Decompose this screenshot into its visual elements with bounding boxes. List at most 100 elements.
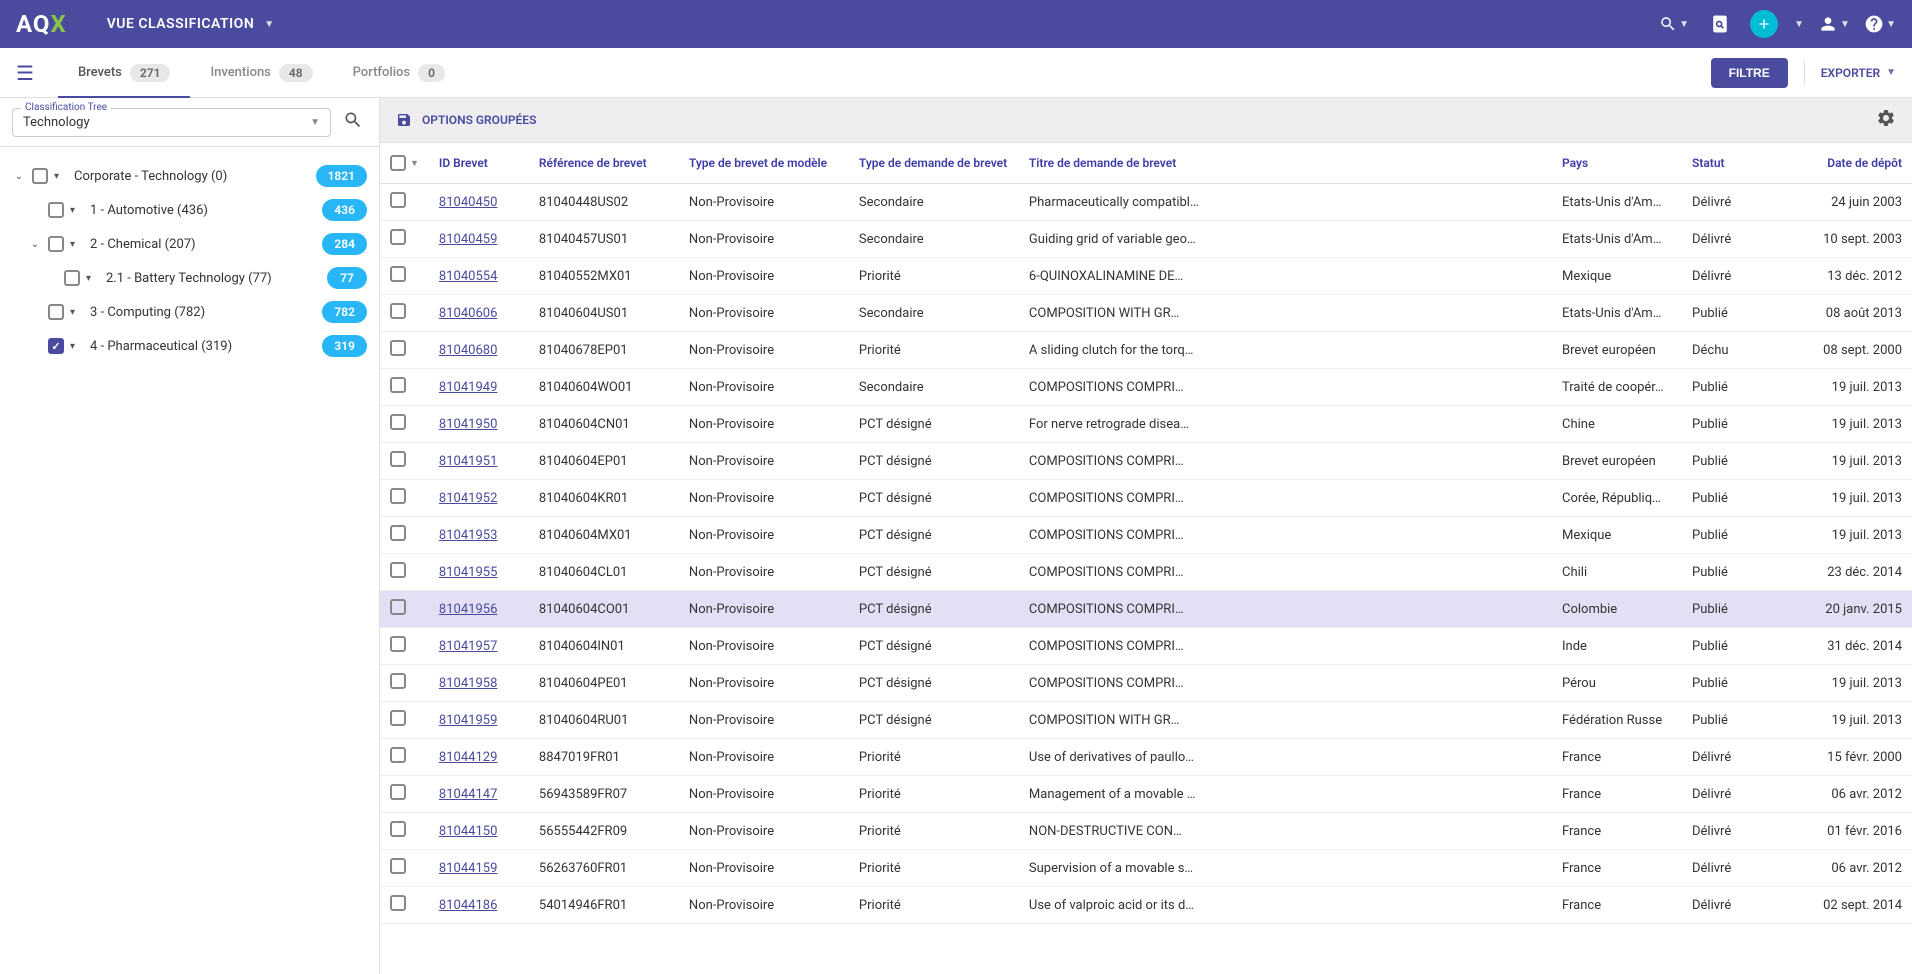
gear-icon[interactable]: [1876, 108, 1896, 132]
row-checkbox[interactable]: [390, 192, 406, 208]
tree-menu-icon[interactable]: ▾: [70, 205, 84, 216]
patent-id-link[interactable]: 81044129: [439, 750, 497, 765]
row-checkbox[interactable]: [390, 414, 406, 430]
col-demande[interactable]: Type de demande de brevet: [849, 143, 1019, 184]
patent-id-link[interactable]: 81041951: [439, 454, 497, 469]
tree-menu-icon[interactable]: ▾: [70, 307, 84, 318]
tree-checkbox[interactable]: [64, 270, 80, 286]
table-wrap[interactable]: ▼ ID Brevet Référence de brevet Type de …: [380, 143, 1912, 974]
row-checkbox[interactable]: [390, 636, 406, 652]
tree-label[interactable]: 2.1 - Battery Technology (77): [106, 271, 321, 286]
table-row[interactable]: 8104195781040604IN01Non-ProvisoirePCT dé…: [380, 628, 1912, 665]
filter-button[interactable]: FILTRE: [1711, 58, 1788, 88]
tab-inventions[interactable]: Inventions 48: [190, 48, 332, 97]
tree-label[interactable]: 4 - Pharmaceutical (319): [90, 339, 316, 354]
patent-id-link[interactable]: 81040606: [439, 306, 497, 321]
col-ref[interactable]: Référence de brevet: [529, 143, 679, 184]
help-icon[interactable]: ▼: [1864, 8, 1896, 40]
user-icon[interactable]: ▼: [1818, 8, 1850, 40]
add-button[interactable]: [1750, 10, 1778, 38]
table-row[interactable]: 8104195981040604RU01Non-ProvisoirePCT dé…: [380, 702, 1912, 739]
table-row[interactable]: 8104415056555442FR09Non-ProvisoirePriori…: [380, 813, 1912, 850]
tree-menu-icon[interactable]: ▾: [70, 341, 84, 352]
row-checkbox[interactable]: [390, 229, 406, 245]
table-row[interactable]: 8104195681040604CO01Non-ProvisoirePCT dé…: [380, 591, 1912, 628]
table-row[interactable]: 8104194981040604WO01Non-ProvisoireSecond…: [380, 369, 1912, 406]
tree-label[interactable]: 1 - Automotive (436): [90, 203, 316, 218]
table-row[interactable]: 8104195581040604CL01Non-ProvisoirePCT dé…: [380, 554, 1912, 591]
tree-label[interactable]: 3 - Computing (782): [90, 305, 316, 320]
patent-id-link[interactable]: 81041955: [439, 565, 497, 580]
menu-icon[interactable]: ☰: [16, 61, 34, 85]
tree-checkbox[interactable]: [48, 202, 64, 218]
tree-node[interactable]: ⌄▾2 - Chemical (207)284: [8, 227, 371, 261]
tree-select[interactable]: Classification Tree Technology ▼: [12, 108, 331, 137]
row-checkbox[interactable]: [390, 562, 406, 578]
row-checkbox[interactable]: [390, 525, 406, 541]
col-pays[interactable]: Pays: [1552, 143, 1682, 184]
patent-id-link[interactable]: 81040554: [439, 269, 497, 284]
row-checkbox[interactable]: [390, 821, 406, 837]
table-row[interactable]: 8104414756943589FR07Non-ProvisoirePriori…: [380, 776, 1912, 813]
row-checkbox[interactable]: [390, 266, 406, 282]
doc-search-icon[interactable]: [1704, 8, 1736, 40]
tab-portfolios[interactable]: Portfolios 0: [333, 48, 465, 97]
expand-icon[interactable]: ⌄: [28, 239, 42, 250]
tree-node[interactable]: ▾3 - Computing (782)782: [8, 295, 371, 329]
patent-id-link[interactable]: 81044159: [439, 861, 497, 876]
row-checkbox[interactable]: [390, 340, 406, 356]
table-row[interactable]: 8104060681040604US01Non-ProvisoireSecond…: [380, 295, 1912, 332]
row-checkbox[interactable]: [390, 747, 406, 763]
patent-id-link[interactable]: 81044147: [439, 787, 497, 802]
tree-node[interactable]: ⌄▾Corporate - Technology (0)1821: [8, 159, 371, 193]
patent-id-link[interactable]: 81041953: [439, 528, 497, 543]
tree-checkbox[interactable]: [48, 236, 64, 252]
tree-menu-icon[interactable]: ▾: [70, 239, 84, 250]
table-row[interactable]: 8104045081040448US02Non-ProvisoireSecond…: [380, 184, 1912, 221]
patent-id-link[interactable]: 81040680: [439, 343, 497, 358]
row-checkbox[interactable]: [390, 303, 406, 319]
table-row[interactable]: 8104195281040604KR01Non-ProvisoirePCT dé…: [380, 480, 1912, 517]
col-type[interactable]: Type de brevet de modèle: [679, 143, 849, 184]
table-row[interactable]: 8104418654014946FR01Non-ProvisoirePriori…: [380, 887, 1912, 924]
select-all-checkbox[interactable]: [390, 155, 406, 171]
tree-checkbox[interactable]: [48, 304, 64, 320]
col-titre[interactable]: Titre de demande de brevet: [1019, 143, 1552, 184]
patent-id-link[interactable]: 81041956: [439, 602, 497, 617]
row-checkbox[interactable]: [390, 784, 406, 800]
patent-id-link[interactable]: 81041950: [439, 417, 497, 432]
table-row[interactable]: 8104195881040604PE01Non-ProvisoirePCT dé…: [380, 665, 1912, 702]
patent-id-link[interactable]: 81044186: [439, 898, 497, 913]
row-checkbox[interactable]: [390, 710, 406, 726]
tree-node[interactable]: ▾4 - Pharmaceutical (319)319: [8, 329, 371, 363]
tree-node[interactable]: ▾2.1 - Battery Technology (77)77: [8, 261, 371, 295]
tab-brevets[interactable]: Brevets 271: [58, 48, 191, 97]
table-row[interactable]: 8104055481040552MX01Non-ProvisoirePriori…: [380, 258, 1912, 295]
row-checkbox[interactable]: [390, 895, 406, 911]
patent-id-link[interactable]: 81040459: [439, 232, 497, 247]
export-button[interactable]: EXPORTER ▼: [1821, 66, 1896, 80]
table-row[interactable]: 8104415956263760FR01Non-ProvisoirePriori…: [380, 850, 1912, 887]
logo[interactable]: AQX: [16, 10, 67, 38]
tree-label[interactable]: 2 - Chemical (207): [90, 237, 316, 252]
tree-search-icon[interactable]: [339, 106, 367, 138]
tree-node[interactable]: ▾1 - Automotive (436)436: [8, 193, 371, 227]
row-checkbox[interactable]: [390, 488, 406, 504]
patent-id-link[interactable]: 81041959: [439, 713, 497, 728]
patent-id-link[interactable]: 81041952: [439, 491, 497, 506]
tree-menu-icon[interactable]: ▾: [86, 273, 100, 284]
row-checkbox[interactable]: [390, 858, 406, 874]
tree-label[interactable]: Corporate - Technology (0): [74, 169, 310, 184]
table-row[interactable]: 8104195081040604CN01Non-ProvisoirePCT dé…: [380, 406, 1912, 443]
row-checkbox[interactable]: [390, 451, 406, 467]
table-row[interactable]: 8104195381040604MX01Non-ProvisoirePCT dé…: [380, 517, 1912, 554]
table-row[interactable]: 8104068081040678EP01Non-ProvisoirePriori…: [380, 332, 1912, 369]
row-checkbox[interactable]: [390, 377, 406, 393]
col-date[interactable]: Date de dépôt: [1802, 143, 1912, 184]
col-statut[interactable]: Statut: [1682, 143, 1802, 184]
patent-id-link[interactable]: 81044150: [439, 824, 497, 839]
chevron-down-icon[interactable]: ▼: [410, 158, 419, 169]
table-row[interactable]: 8104195181040604EP01Non-ProvisoirePCT dé…: [380, 443, 1912, 480]
patent-id-link[interactable]: 81040450: [439, 195, 497, 210]
patent-id-link[interactable]: 81041949: [439, 380, 497, 395]
